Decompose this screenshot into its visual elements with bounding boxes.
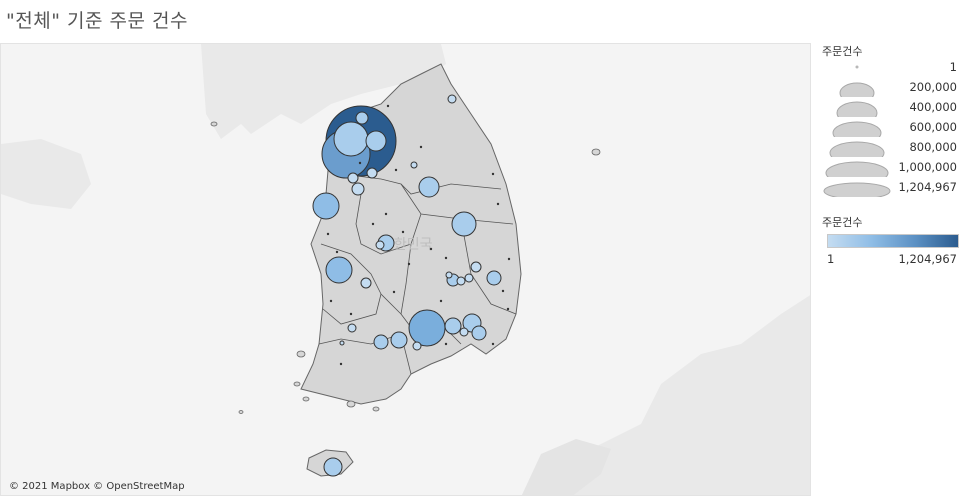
marker-gangwon[interactable] (418, 176, 440, 198)
marker-ulsan[interactable] (486, 270, 502, 286)
marker-jeonnam-1[interactable] (373, 334, 389, 350)
size-circle-icon (839, 82, 875, 97)
color-legend-title: 주문건수 (822, 216, 863, 229)
map-canvas: 대한민국 (1, 44, 810, 495)
west-landmass (1, 139, 91, 209)
size-legend-label: 1,000,000 (898, 160, 957, 174)
marker-busan-area[interactable] (408, 309, 446, 347)
city-dots (326, 104, 511, 366)
marker-gyeonggi-2[interactable] (365, 130, 387, 152)
small-islands (210, 121, 601, 414)
size-legend-label: 1,204,967 (898, 180, 957, 194)
marker-jeonbuk[interactable] (325, 256, 353, 284)
south-korea-landmass (300, 63, 522, 405)
size-legend-row: 1 (822, 57, 963, 77)
marker-jeonnam-4[interactable] (339, 340, 345, 346)
size-legend-row: 800,000 (822, 137, 963, 157)
north-korea-china-landmass (201, 44, 446, 139)
marker-chungbuk[interactable] (451, 211, 477, 237)
size-legend-label: 600,000 (909, 120, 957, 134)
marker-chungnam[interactable] (312, 192, 340, 220)
color-legend-min: 1 (827, 252, 835, 266)
marker-gyeonggi-4[interactable] (447, 94, 457, 104)
size-circle-icon (825, 161, 889, 177)
marker-gyeonggi-5[interactable] (410, 161, 418, 169)
marker-jeju[interactable] (323, 457, 343, 477)
color-gradient-bar (827, 234, 959, 248)
marker-gyeongbuk-1[interactable] (470, 261, 482, 273)
color-legend-max: 1,204,967 (898, 252, 957, 266)
japan-landmass (542, 295, 810, 495)
marker-gyeonggi-1[interactable] (333, 121, 369, 157)
marker-sejong[interactable] (375, 240, 385, 250)
marker-gyeongbuk-2[interactable] (464, 273, 474, 283)
size-circle-icon (823, 182, 891, 197)
japan-landmass-south (521, 439, 611, 495)
marker-jeonnam-2[interactable] (412, 341, 422, 351)
size-legend: 1 200,000 400,000 600,000 800,000 (822, 57, 963, 207)
size-circle-icon (832, 121, 882, 137)
size-legend-label: 1 (949, 60, 957, 74)
map-view[interactable]: 대한민국 (0, 43, 811, 496)
size-legend-row: 200,000 (822, 77, 963, 97)
size-circle-icon (829, 141, 885, 157)
size-legend-row: 1,204,967 (822, 177, 963, 197)
marker-gyeongbuk-3[interactable] (456, 276, 466, 286)
marker-gwangju[interactable] (390, 331, 408, 349)
size-legend-row: 1,000,000 (822, 157, 963, 177)
marker-busan-2[interactable] (471, 325, 487, 341)
marker-gyeongbuk-4[interactable] (445, 271, 453, 279)
marker-gyeonggi-3[interactable] (355, 111, 369, 125)
marker-gyeongnam-2[interactable] (459, 327, 469, 337)
size-legend-label: 200,000 (909, 80, 957, 94)
map-attribution[interactable]: © 2021 Mapbox © OpenStreetMap (9, 481, 185, 492)
order-markers[interactable] (312, 94, 502, 477)
size-legend-row: 400,000 (822, 97, 963, 117)
marker-gyeonggi-7[interactable] (347, 172, 359, 184)
size-legend-title: 주문건수 (822, 45, 863, 58)
marker-jeonbuk-2[interactable] (360, 277, 372, 289)
legend-panel: 주문건수 1 200,000 400,000 600,000 (822, 43, 963, 266)
size-circle-icon (836, 101, 878, 117)
marker-gyeonggi-8[interactable] (351, 182, 365, 196)
size-legend-row: 600,000 (822, 117, 963, 137)
marker-jeonnam-3[interactable] (347, 323, 357, 333)
size-legend-label: 800,000 (909, 140, 957, 154)
marker-gyeongnam-1[interactable] (444, 317, 462, 335)
size-circle-icon (855, 65, 859, 69)
size-legend-label: 400,000 (909, 100, 957, 114)
province-boundaries (318, 173, 517, 375)
marker-gyeonggi-6[interactable] (366, 167, 378, 179)
chart-title: "전체" 기준 주문 건수 (6, 10, 188, 32)
